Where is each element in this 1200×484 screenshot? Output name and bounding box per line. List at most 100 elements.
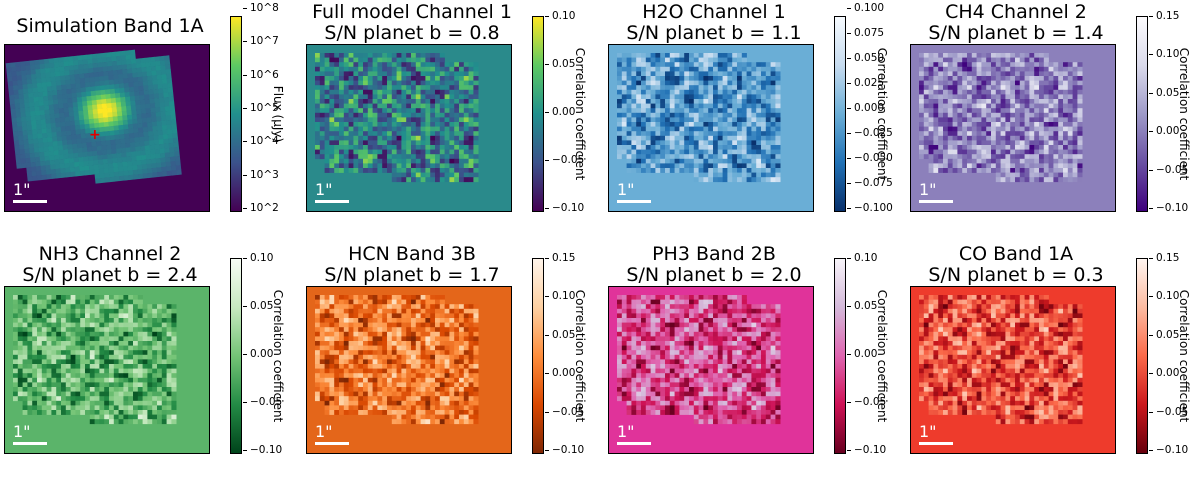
heatmap-cell [396, 112, 402, 118]
heatmap-cell [80, 410, 86, 415]
heatmap-cell [22, 313, 28, 319]
heatmap-cell [324, 168, 330, 173]
heatmap-cell [717, 76, 723, 81]
heatmap-cell [626, 145, 632, 150]
heatmap-cell [746, 85, 752, 91]
heatmap-cell [21, 79, 28, 85]
heatmap-cell [396, 126, 402, 132]
heatmap-cell [387, 57, 393, 63]
heatmap-cell [463, 168, 469, 173]
heatmap-cell [463, 304, 469, 310]
heatmap-cell [348, 103, 354, 109]
heatmap-cell [468, 336, 474, 342]
heatmap-cell [153, 88, 159, 95]
heatmap-cell [167, 87, 174, 93]
heatmap-cell [962, 158, 968, 164]
heatmap-cell [765, 126, 771, 132]
heatmap-cell [367, 71, 373, 77]
heatmap-cell [115, 139, 121, 145]
heatmap-cell [137, 76, 144, 83]
heatmap-cell [947, 168, 953, 173]
heatmap-cell [425, 145, 431, 150]
heatmap-cell [463, 145, 469, 150]
heatmap-cell [137, 354, 143, 360]
heatmap-cell [727, 57, 733, 63]
heatmap-cell [1058, 145, 1064, 150]
heatmap-cell [54, 163, 61, 170]
heatmap-cell [665, 108, 671, 114]
heatmap-cell [367, 108, 373, 114]
heatmap-cell [986, 89, 992, 95]
heatmap-cell [737, 154, 743, 160]
heatmap-cell [41, 169, 47, 176]
heatmap-cell [149, 144, 156, 151]
heatmap-cell [104, 327, 110, 333]
heatmap-cell [415, 112, 421, 118]
heatmap-cell [1029, 57, 1035, 63]
heatmap-cell [43, 146, 50, 153]
heatmap-cell [463, 318, 469, 323]
heatmap-cell [372, 85, 378, 91]
heatmap-cell [1029, 145, 1035, 150]
heatmap-cell [175, 165, 182, 171]
heatmap-cell [689, 53, 695, 58]
heatmap-cell [454, 308, 460, 314]
heatmap-cell [98, 168, 105, 174]
heatmap-cell [339, 99, 345, 104]
heatmap-cell [85, 377, 91, 383]
heatmap-cell [962, 71, 968, 77]
heatmap-cell [104, 410, 110, 415]
heatmap-cell [147, 318, 153, 323]
heatmap-cell [334, 112, 340, 118]
heatmap-cell [39, 59, 45, 65]
heatmap-cell [1058, 140, 1064, 146]
heatmap-cell [425, 135, 431, 141]
heatmap-cell [660, 168, 666, 173]
heatmap-cell [1063, 112, 1069, 118]
heatmap-cell [157, 350, 163, 356]
heatmap-cell [145, 61, 152, 68]
heatmap-cell [145, 149, 151, 156]
heatmap-cell [377, 117, 383, 123]
heatmap-cell [933, 112, 939, 118]
heatmap-cell [636, 131, 642, 137]
heatmap-cell [617, 99, 623, 104]
heatmap-cell [80, 336, 86, 342]
heatmap-cell [669, 168, 675, 173]
heatmap-cell [732, 177, 738, 183]
heatmap-cell [995, 163, 1001, 169]
heatmap-cell [93, 159, 99, 166]
heatmap-cell [641, 66, 647, 72]
heatmap-cell [1077, 122, 1083, 127]
heatmap-cell [650, 117, 656, 123]
heatmap-cell [324, 322, 330, 328]
heatmap-cell [669, 163, 675, 169]
heatmap-cell [17, 373, 23, 379]
heatmap-cell [353, 135, 359, 141]
heatmap-cell [46, 313, 52, 319]
heatmap-cell [99, 377, 105, 383]
heatmap-cell [737, 62, 743, 68]
heatmap-cell [17, 396, 23, 402]
heatmap-cell [689, 117, 695, 123]
heatmap-cell [131, 109, 137, 116]
heatmap-cell [641, 126, 647, 132]
heatmap-cell [315, 89, 321, 95]
heatmap-cell [746, 108, 752, 114]
heatmap-cell [353, 313, 359, 319]
heatmap-cell [693, 89, 699, 95]
heatmap-cell [146, 117, 153, 123]
heatmap-cell [101, 149, 108, 156]
heatmap-cell [112, 157, 118, 164]
heatmap-cell [737, 177, 743, 183]
heatmap-cell [435, 331, 441, 337]
heatmap-cell [41, 341, 47, 346]
heatmap-cell [928, 158, 934, 164]
heatmap-cell [123, 364, 129, 369]
heatmap-cell [435, 117, 441, 123]
heatmap-cell [976, 149, 982, 155]
heatmap-cell [631, 80, 637, 86]
heatmap-cell [415, 62, 421, 68]
heatmap-cell [147, 121, 153, 128]
heatmap-cell [430, 122, 436, 127]
